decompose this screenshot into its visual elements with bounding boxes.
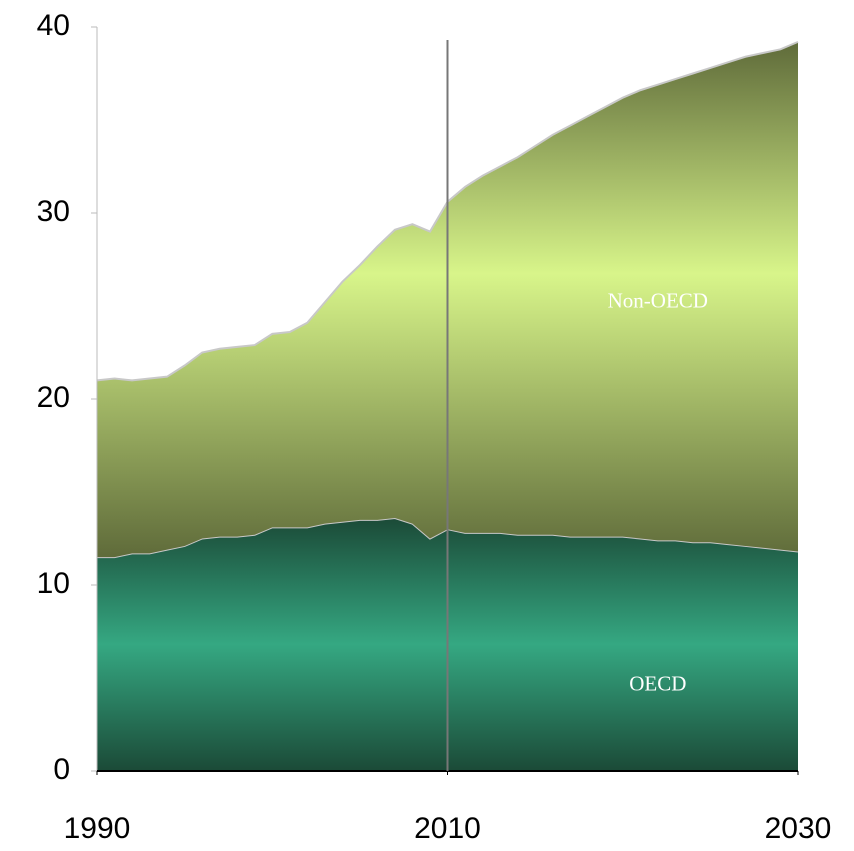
x-tick-label: 2010 [414,812,481,845]
y-tick-label: 20 [37,381,70,414]
series-label: Non-OECD [608,288,708,312]
y-tick-label: 30 [37,195,70,228]
y-tick-label: 10 [37,567,70,600]
series-label: OECD [629,671,686,695]
y-tick-label: 0 [53,753,70,786]
x-tick-label: 2030 [765,812,832,845]
x-tick-label: 1990 [64,812,131,845]
y-tick-label: 40 [37,9,70,42]
